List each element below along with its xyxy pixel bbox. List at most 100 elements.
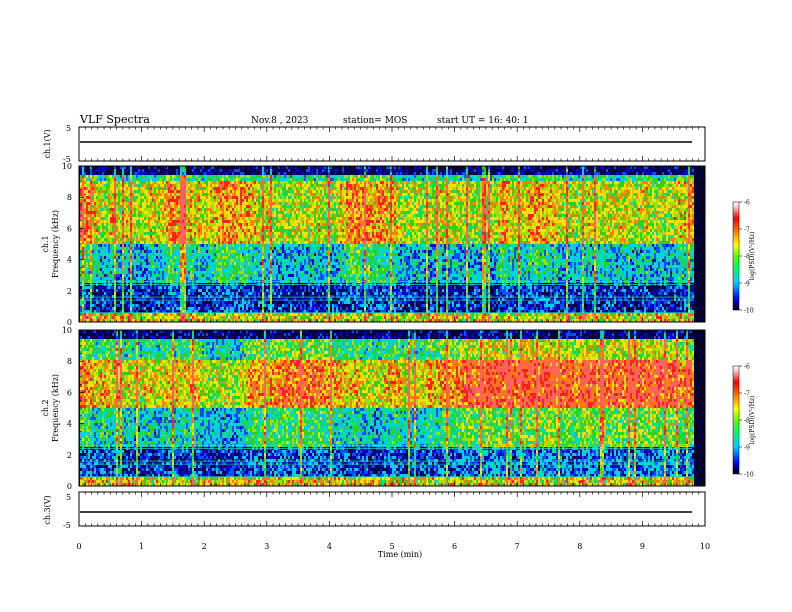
spectro-cell: [104, 199, 106, 203]
spectro-cell: [266, 181, 268, 185]
spectro-cell: [122, 310, 124, 314]
spectro-cell: [188, 238, 190, 242]
spectro-cell: [190, 292, 192, 296]
spectro-cell: [264, 187, 266, 191]
spectro-cell: [98, 190, 100, 194]
spectro-cell: [174, 253, 176, 257]
spectro-cell: [118, 178, 120, 182]
spectro-cell: [144, 307, 146, 311]
spectro-cell: [158, 217, 160, 221]
spectro-cell: [146, 274, 148, 278]
spectro-cell: [132, 277, 134, 281]
spectro-cell: [190, 193, 192, 197]
spectro-cell: [196, 262, 198, 266]
spectro-cell: [222, 205, 224, 209]
spectro-cell: [162, 235, 164, 239]
spectro-cell: [104, 256, 106, 260]
spectro-cell: [184, 277, 186, 281]
spectro-cell: [224, 211, 226, 215]
spectro-cell: [126, 199, 128, 203]
spectro-cell: [256, 166, 258, 170]
spectro-cell: [112, 268, 114, 272]
spectro-cell: [270, 205, 272, 209]
spectro-cell: [88, 238, 90, 242]
spectro-cell: [136, 286, 138, 290]
spectro-cell: [228, 223, 230, 227]
spectro-cell: [268, 313, 270, 317]
spectro-cell: [268, 241, 270, 245]
spectro-cell: [264, 256, 266, 260]
spectro-cell: [264, 208, 266, 212]
spectro-cell: [106, 292, 108, 296]
spectro-cell: [238, 181, 240, 185]
spectro-cell: [184, 250, 186, 254]
spectro-cell: [256, 319, 258, 323]
spectro-cell: [170, 178, 172, 182]
spectro-cell: [84, 292, 86, 296]
spectro-cell: [246, 235, 248, 239]
spectro-cell: [110, 226, 112, 230]
spectro-cell: [166, 229, 168, 233]
spectro-cell: [180, 241, 182, 245]
spectro-cell: [224, 208, 226, 212]
spectro-cell: [246, 190, 248, 194]
spectro-cell: [158, 187, 160, 191]
spectro-cell: [204, 211, 206, 215]
spectro-cell: [222, 268, 224, 272]
spectro-cell: [180, 190, 182, 194]
spectro-cell: [108, 274, 110, 278]
spectro-cell: [154, 184, 156, 188]
spectro-cell: [200, 256, 202, 260]
spectro-cell: [130, 250, 132, 254]
spectro-cell: [260, 229, 262, 233]
spectro-cell: [186, 235, 188, 239]
spectro-cell: [194, 274, 196, 278]
spectro-cell: [90, 169, 92, 173]
spectro-cell: [108, 175, 110, 179]
spectro-cell: [200, 319, 202, 323]
spectro-cell: [250, 292, 252, 296]
spectro-cell: [118, 244, 120, 248]
spectro-cell: [106, 202, 108, 206]
spectro-cell: [244, 238, 246, 242]
spectro-cell: [80, 184, 82, 188]
spectro-cell: [98, 250, 100, 254]
spectro-cell: [200, 187, 202, 191]
spectro-cell: [208, 214, 210, 218]
spectro-cell: [162, 250, 164, 254]
spectro-cell: [132, 166, 134, 170]
spectro-cell: [242, 205, 244, 209]
spectro-cell: [142, 226, 144, 230]
spectro-cell: [226, 172, 228, 176]
spectro-cell: [248, 259, 250, 263]
spectro-cell: [180, 238, 182, 242]
spectro-cell: [262, 223, 264, 227]
spectro-cell: [252, 253, 254, 257]
spectro-cell: [154, 301, 156, 305]
spectro-cell: [138, 193, 140, 197]
spectro-cell: [86, 313, 88, 317]
spectro-cell: [214, 187, 216, 191]
spectro-cell: [160, 310, 162, 314]
spectro-cell: [138, 304, 140, 308]
spectro-cell: [260, 181, 262, 185]
spectro-cell: [192, 187, 194, 191]
spectro-cell: [128, 181, 130, 185]
spectro-cell: [232, 193, 234, 197]
spectro-cell: [156, 253, 158, 257]
spectro-cell: [192, 172, 194, 176]
spectro-cell: [124, 286, 126, 290]
spectro-cell: [198, 298, 200, 302]
spectro-cell: [218, 223, 220, 227]
spectro-cell: [132, 214, 134, 218]
spectro-cell: [248, 181, 250, 185]
spectro-cell: [202, 238, 204, 242]
spectro-cell: [196, 289, 198, 293]
spectro-cell: [238, 247, 240, 251]
spectro-cell: [136, 175, 138, 179]
spectro-cell: [226, 217, 228, 221]
spectro-cell: [260, 184, 262, 188]
spectro-cell: [222, 298, 224, 302]
spectro-cell: [150, 229, 152, 233]
spectro-cell: [206, 313, 208, 317]
